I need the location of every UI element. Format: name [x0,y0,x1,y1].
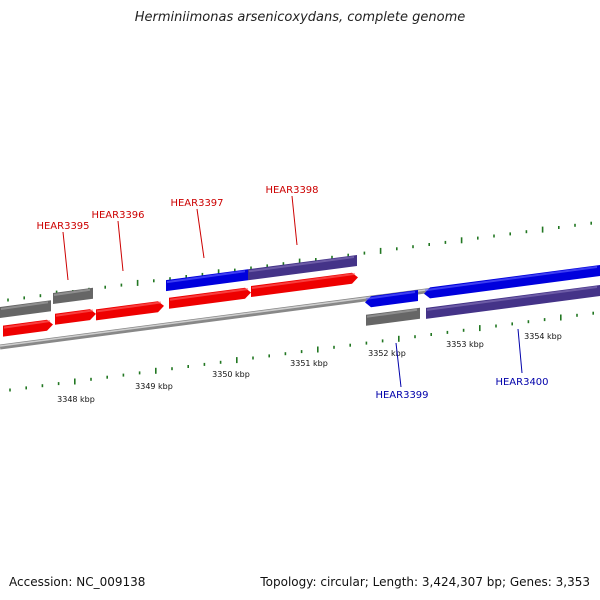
gene-leader-line [517,328,523,374]
map-title: Herminiimonas arsenicoxydans, complete g… [134,10,466,25]
scale-tick-label: 3350 kbp [212,370,250,379]
cds-arrow-forward [169,287,251,309]
scale-tick-label: 3352 kbp [368,349,406,358]
gene-leader-line [395,342,402,388]
cds-arrow-forward [55,309,96,325]
feature-box [0,300,51,318]
gene-leader-line [291,195,298,246]
topology-label: Topology: circular; Length: 3,424,307 bp… [260,575,590,589]
cds-arrow-forward [251,272,358,297]
cds-arrow-forward [3,319,53,337]
feature-box [366,307,420,326]
gene-label: HEAR3397 [170,198,223,209]
cds-arrow-forward [96,301,164,321]
gene-label: HEAR3396 [91,210,144,221]
gene-features [0,255,600,337]
scale-tick-label: 3353 kbp [446,340,484,349]
gene-label: HEAR3395 [36,221,89,232]
gene-label: HEAR3400 [495,377,548,388]
scale-tick-label: 3354 kbp [524,332,562,341]
feature-box [426,285,600,319]
feature-box [248,255,357,281]
accession-label: Accession: NC_009138 [9,575,146,589]
scale-tick-label: 3351 kbp [290,359,328,368]
feature-box [53,287,93,304]
scale-tick-label: 3348 kbp [57,395,95,404]
gene-leader-line [117,220,124,272]
scale-tick-label: 3349 kbp [135,382,173,391]
gene-leader-line [62,231,69,281]
scale-labels: 3348 kbp 3349 kbp 3350 kbp 3351 kbp 3352 kbp… [57,332,562,404]
gene-leader-line [196,208,205,259]
feature-box [166,269,248,292]
gene-label: HEAR3399 [375,390,428,401]
inner-tick-ring [9,311,595,392]
gene-label: HEAR3398 [265,185,318,196]
